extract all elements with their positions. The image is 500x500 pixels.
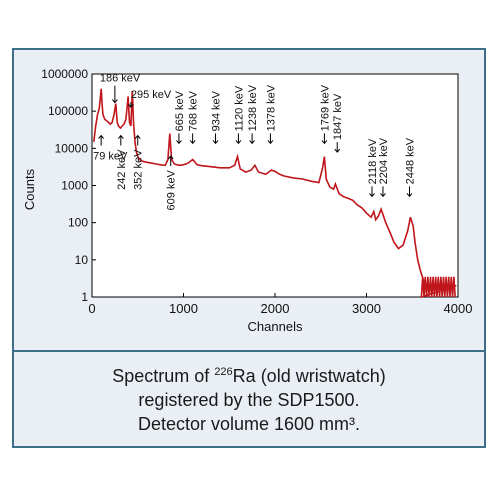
y-tick-label: 1000 bbox=[61, 179, 88, 193]
peak-annotation: 1120 keV bbox=[233, 85, 245, 145]
x-tick-label: 2000 bbox=[261, 301, 290, 316]
peak-arrow bbox=[189, 133, 196, 145]
peak-label: 186 keV bbox=[100, 73, 141, 85]
peak-annotation: 352 keV bbox=[133, 134, 145, 190]
peak-annotation: 1378 keV bbox=[265, 84, 277, 145]
peak-label: 2448 keV bbox=[405, 137, 417, 184]
peak-annotation: 665 keV bbox=[174, 90, 186, 145]
peak-arrow bbox=[98, 134, 105, 146]
peak-annotation: 609 keV bbox=[166, 155, 178, 210]
peak-annotation: 1769 keV bbox=[319, 84, 331, 145]
y-axis: 1 10 100 1000 10000 100000 1000000 bbox=[41, 67, 96, 304]
peak-label: 242 keV bbox=[116, 149, 128, 190]
peak-arrow bbox=[176, 133, 182, 145]
peak-arrow bbox=[235, 133, 242, 145]
peak-annotation: 1238 keV bbox=[247, 84, 259, 145]
caption-line-3: Detector volume 1600 mm³. bbox=[137, 414, 361, 434]
y-tick-label: 10 bbox=[75, 253, 89, 267]
peak-arrow bbox=[249, 133, 256, 145]
peak-annotation: 768 keV bbox=[188, 90, 200, 145]
peak-annotation: 2448 keV bbox=[405, 137, 417, 198]
peak-arrow bbox=[128, 102, 134, 109]
isotope-mass-number: 226 bbox=[214, 366, 233, 378]
peak-label: 665 keV bbox=[174, 90, 186, 131]
peak-label: 934 keV bbox=[211, 90, 223, 131]
caption-line-2: registered by the SDP1500. bbox=[138, 390, 360, 410]
peak-annotation: 1847 keV bbox=[332, 93, 344, 153]
peak-label: 2118 keV bbox=[367, 138, 379, 184]
peak-label: 352 keV bbox=[133, 149, 145, 190]
plot-area bbox=[91, 73, 459, 298]
peak-label: 609 keV bbox=[166, 169, 178, 210]
caption-prefix: Spectrum of bbox=[112, 366, 215, 386]
isotope-symbol: Ra bbox=[232, 366, 256, 386]
caption: Spectrum of 226Ra (old wristwatch) regis… bbox=[12, 360, 486, 436]
peak-annotation: 79 keV bbox=[93, 134, 128, 163]
peak-label: 1769 keV bbox=[319, 84, 331, 131]
peak-label: 768 keV bbox=[188, 90, 200, 131]
peak-arrow bbox=[117, 134, 124, 146]
x-axis: 0 1000 2000 3000 4000 bbox=[88, 293, 472, 316]
x-tick-label: 1000 bbox=[169, 301, 198, 316]
peak-annotation: 934 keV bbox=[211, 90, 223, 145]
x-axis-label: Channels bbox=[248, 319, 303, 334]
caption-line-1: Spectrum of 226Ra (old wristwatch) bbox=[12, 360, 486, 388]
peak-arrow bbox=[406, 186, 413, 198]
y-tick-label: 1 bbox=[81, 290, 88, 304]
peak-arrow bbox=[369, 186, 375, 198]
x-tick-label: 4000 bbox=[444, 301, 473, 316]
caption-rest: (old wristwatch) bbox=[255, 366, 386, 386]
peak-arrow bbox=[321, 133, 328, 145]
x-tick-label: 0 bbox=[88, 301, 95, 316]
divider bbox=[12, 350, 486, 352]
peak-annotation: 186 keV bbox=[100, 73, 141, 104]
peak-arrow bbox=[212, 133, 219, 145]
peak-label: 1120 keV bbox=[233, 85, 245, 131]
y-tick-label: 100 bbox=[68, 216, 88, 230]
peak-arrow bbox=[267, 133, 274, 145]
peak-label: 1847 keV bbox=[332, 93, 344, 140]
peak-annotation: 2204 keV bbox=[378, 137, 390, 198]
y-tick-label: 1000000 bbox=[41, 67, 88, 81]
peak-annotation: 2118 keV bbox=[367, 138, 379, 198]
peak-annotation: 242 keV bbox=[116, 134, 128, 190]
peak-label: 1238 keV bbox=[247, 84, 259, 131]
y-tick-label: 10000 bbox=[55, 141, 89, 155]
peak-arrow bbox=[334, 142, 341, 153]
peak-label: 1378 keV bbox=[265, 84, 277, 131]
y-axis-label: Counts bbox=[22, 168, 37, 210]
peak-arrow bbox=[134, 134, 141, 146]
peak-arrow bbox=[167, 155, 174, 167]
peak-label: 295 keV bbox=[131, 89, 172, 101]
peak-arrow bbox=[380, 186, 386, 198]
y-tick-label: 100000 bbox=[48, 104, 88, 118]
x-tick-label: 3000 bbox=[352, 301, 381, 316]
peak-annotations: 79 keV 186 keV 242 keV 295 keV 352 keV 609 ke… bbox=[93, 73, 416, 211]
peak-annotation: 295 keV bbox=[128, 89, 172, 109]
peak-label: 2204 keV bbox=[378, 137, 390, 184]
peak-arrow bbox=[111, 85, 118, 104]
spectrum-line bbox=[93, 88, 457, 299]
peak-label: 79 keV bbox=[93, 151, 128, 163]
